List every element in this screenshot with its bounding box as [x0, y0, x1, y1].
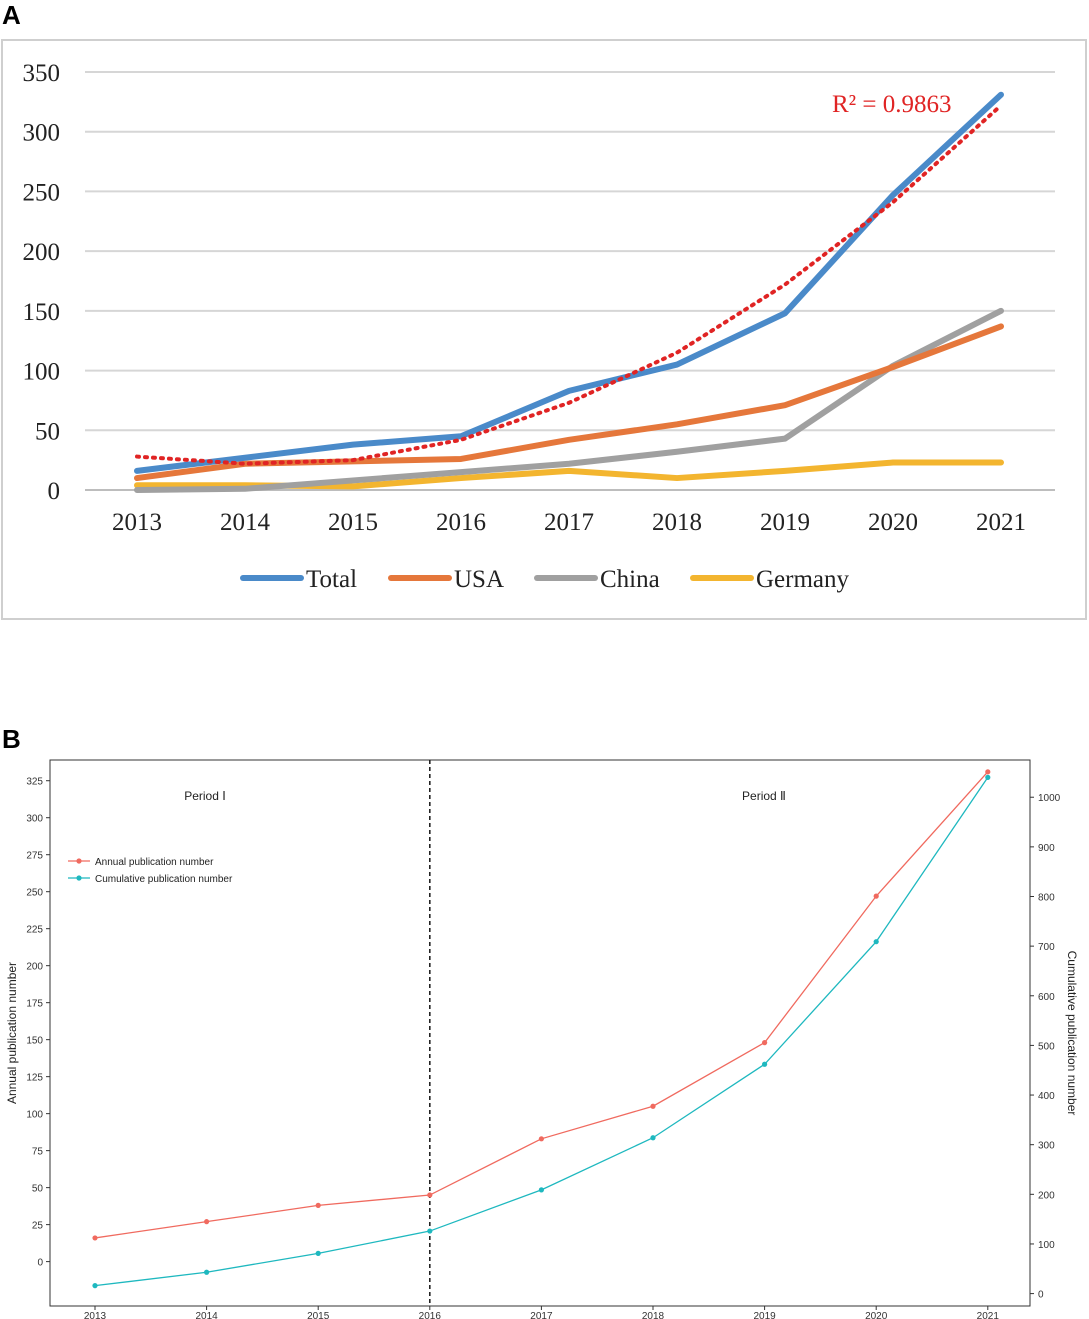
chart-a: 0 50 100 150 200 250 300 350 2013 2014 2015 2016 201…: [1, 39, 1087, 620]
x-tick-label: 2013: [112, 509, 162, 536]
legend-label-cumulative-publication-number: Cumulative publication number: [95, 874, 233, 885]
data-point-annual-publication-number: [650, 1103, 656, 1109]
y-tick-label: 75: [32, 1147, 44, 1158]
data-point-annual-publication-number: [985, 769, 991, 775]
data-point-annual-publication-number: [92, 1235, 98, 1241]
legend-marker-cumulative-publication-number: [76, 875, 82, 881]
x-tick-label: 2017: [530, 1311, 553, 1319]
x-tick-label: 2014: [220, 509, 271, 536]
period-2-label: Period Ⅱ: [742, 789, 786, 803]
y2-tick-label: 800: [1038, 893, 1055, 904]
y-tick-label: 250: [23, 179, 61, 206]
x-tick-label: 2016: [436, 509, 486, 536]
series-line-total: [134, 91, 1004, 474]
y2-tick-label: 300: [1038, 1141, 1055, 1152]
data-point-cumulative-publication-number: [650, 1135, 656, 1141]
x-tick-label: 2014: [195, 1311, 218, 1319]
legend-label-total: Total: [306, 566, 357, 593]
data-point-cumulative-publication-number: [427, 1228, 433, 1234]
y-tick-label: 250: [26, 888, 43, 899]
x-tick-label: 2016: [419, 1311, 442, 1319]
legend-label-china: China: [600, 566, 660, 593]
y2-axis-title: Cumulative publication number: [1065, 951, 1079, 1116]
y-tick-label: 300: [26, 814, 43, 825]
data-point-cumulative-publication-number: [538, 1187, 545, 1193]
legend-marker-annual-publication-number: [76, 858, 82, 864]
data-point-cumulative-publication-number: [92, 1283, 98, 1289]
y-tick-label: 275: [26, 851, 43, 862]
data-point-annual-publication-number: [427, 1192, 433, 1198]
y2-tick-label: 700: [1038, 942, 1055, 953]
x-tick-label: 2017: [544, 509, 594, 536]
x-tick-label: 2019: [760, 509, 810, 536]
chart-b: 0 25 50 75 100 125 150 175 200 225 250 275 300 325 0 10…: [5, 759, 1079, 1319]
y2-tick-label: 600: [1038, 992, 1055, 1003]
x-tick-label: 2015: [328, 509, 378, 536]
x-tick-label: 2018: [642, 1311, 665, 1319]
legend-label-annual-publication-number: Annual publication number: [95, 857, 214, 868]
x-tick-label: 2013: [84, 1311, 107, 1319]
data-point-cumulative-publication-number: [873, 939, 879, 945]
data-point-cumulative-publication-number: [985, 774, 991, 780]
period-1-label: Period Ⅰ: [184, 789, 226, 803]
data-point-annual-publication-number: [873, 893, 879, 899]
x-tick-label: 2015: [307, 1311, 330, 1319]
y-tick-label: 225: [26, 925, 43, 936]
data-point-cumulative-publication-number: [204, 1269, 210, 1275]
y-tick-label: 25: [32, 1221, 44, 1232]
y2-tick-label: 900: [1038, 843, 1055, 854]
y-tick-label: 325: [26, 777, 43, 788]
y2-tick-label: 200: [1038, 1190, 1055, 1201]
y-tick-label: 100: [26, 1110, 43, 1121]
chart-a-frame: [1, 39, 1087, 620]
trendline-r-squared: R² = 0.9863: [832, 91, 952, 118]
y-tick-label: 200: [23, 239, 61, 266]
y-tick-label: 350: [23, 60, 61, 87]
panel-label-b: B: [2, 724, 21, 754]
chart-b-frame: [49, 759, 1031, 1307]
series-line-annual-publication-number: [94, 771, 989, 1239]
x-tick-label: 2020: [868, 509, 918, 536]
y-tick-label: 200: [26, 962, 43, 973]
y2-tick-label: 500: [1038, 1041, 1055, 1052]
x-tick-label: 2020: [865, 1311, 888, 1319]
x-tick-label: 2021: [977, 1311, 1000, 1319]
y-tick-label: 175: [26, 999, 43, 1010]
x-tick-label: 2021: [976, 509, 1026, 536]
legend-label-germany: Germany: [756, 566, 850, 593]
y-tick-label: 0: [48, 478, 61, 505]
data-point-cumulative-publication-number: [762, 1061, 768, 1067]
y-tick-label: 50: [35, 418, 60, 445]
trendline: [135, 103, 1003, 466]
x-tick-label: 2019: [753, 1311, 776, 1319]
y-tick-label: 150: [26, 1036, 43, 1047]
y2-tick-label: 400: [1038, 1091, 1055, 1102]
legend-label-usa: USA: [454, 566, 504, 593]
y-tick-label: 125: [26, 1073, 43, 1084]
y-tick-label: 150: [23, 299, 61, 326]
y2-tick-label: 1000: [1038, 793, 1061, 804]
y-tick-label: 100: [23, 359, 61, 386]
series-line-china: [134, 307, 1004, 493]
data-point-annual-publication-number: [538, 1136, 545, 1142]
y2-tick-label: 100: [1038, 1240, 1055, 1251]
y-axis-title: Annual publication number: [5, 962, 19, 1104]
data-point-annual-publication-number: [762, 1040, 768, 1046]
data-point-annual-publication-number: [315, 1202, 321, 1208]
y-tick-label: 300: [23, 120, 61, 147]
x-tick-label: 2018: [652, 509, 702, 536]
data-point-cumulative-publication-number: [315, 1250, 321, 1256]
panel-label-a: A: [2, 0, 21, 30]
y-tick-label: 0: [37, 1258, 43, 1269]
y2-tick-label: 0: [1038, 1290, 1044, 1301]
y-tick-label: 50: [32, 1184, 44, 1195]
series-line-cumulative-publication-number: [94, 777, 989, 1287]
data-point-annual-publication-number: [204, 1219, 210, 1225]
